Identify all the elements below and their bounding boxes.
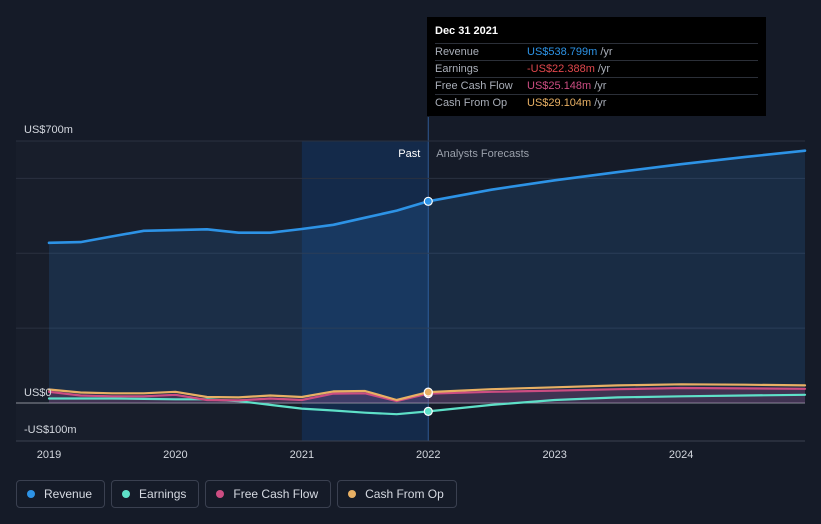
x-tick-label: 2019 — [37, 449, 61, 461]
series-line-revenue — [47, 149, 807, 245]
legend-item-earnings[interactable]: Earnings — [111, 480, 200, 508]
tooltip-label: Revenue — [435, 46, 480, 58]
tooltip-date: Dec 31 2021 — [435, 25, 498, 37]
tooltip-row-revenue: Revenue US$538.799m /yr — [435, 43, 758, 60]
tooltip-row-free-cash-flow: Free Cash Flow US$25.148m /yr — [435, 77, 758, 94]
legend-item-revenue[interactable]: Revenue — [16, 480, 106, 508]
tooltip-unit: /yr — [594, 97, 607, 109]
tooltip-value: -US$22.388m — [527, 63, 595, 75]
tooltip-row-cash-from-op: Cash From Op US$29.104m /yr — [435, 94, 758, 111]
tooltip-value: US$25.148m — [527, 80, 592, 92]
region-label-forecast: Analysts Forecasts — [436, 148, 529, 160]
legend-label: Revenue — [44, 487, 93, 501]
series-lines — [47, 149, 807, 416]
y-label-bottom: -US$100m — [24, 424, 77, 436]
chart-legend: Revenue Earnings Free Cash Flow Cash Fro… — [16, 480, 457, 510]
y-label-top: US$700m — [24, 124, 73, 136]
tooltip-label: Free Cash Flow — [435, 80, 513, 92]
tooltip-row-earnings: Earnings -US$22.388m /yr — [435, 60, 758, 77]
legend-dot-icon — [216, 490, 225, 498]
tooltip-unit: /yr — [594, 80, 607, 92]
tooltip-unit: /yr — [600, 46, 613, 58]
tooltip-unit: /yr — [597, 63, 611, 75]
legend-label: Earnings — [139, 487, 187, 501]
y-label-zero: US$0 — [24, 387, 52, 399]
revenue-area-fill — [49, 150, 805, 403]
legend-dot-icon — [122, 490, 131, 498]
legend-dot-icon — [348, 490, 357, 498]
region-label-past: Past — [398, 148, 420, 160]
x-tick-label: 2021 — [290, 449, 314, 461]
series-line-earnings — [47, 393, 807, 416]
series-line-free-cash-flow — [47, 386, 807, 403]
marker-revenue — [423, 196, 433, 206]
grid-lines — [16, 140, 805, 442]
x-tick-label: 2022 — [416, 449, 440, 461]
marker-cash-from-op — [423, 387, 433, 397]
axis-labels: US$700m US$0 -US$100m Past Analysts Forecast… — [24, 124, 693, 461]
tooltip-label: Cash From Op — [435, 97, 508, 109]
data-tooltip: Dec 31 2021 Revenue US$538.799m /yr Earn… — [427, 17, 766, 116]
marker-earnings — [423, 406, 433, 416]
legend-label: Cash From Op — [365, 487, 444, 501]
x-tick-label: 2023 — [542, 449, 566, 461]
series-line-cash-from-op — [47, 383, 807, 402]
x-tick-label: 2020 — [163, 449, 187, 461]
legend-item-free-cash-flow[interactable]: Free Cash Flow — [205, 480, 332, 508]
hover-markers — [423, 196, 433, 416]
tooltip-label: Earnings — [435, 63, 479, 75]
legend-dot-icon — [27, 490, 35, 498]
tooltip-value: US$538.799m — [527, 46, 598, 58]
legend-label: Free Cash Flow — [233, 487, 319, 501]
x-tick-label: 2024 — [669, 449, 693, 461]
tooltip-value: US$29.104m — [527, 97, 592, 109]
legend-item-cash-from-op[interactable]: Cash From Op — [337, 480, 457, 508]
